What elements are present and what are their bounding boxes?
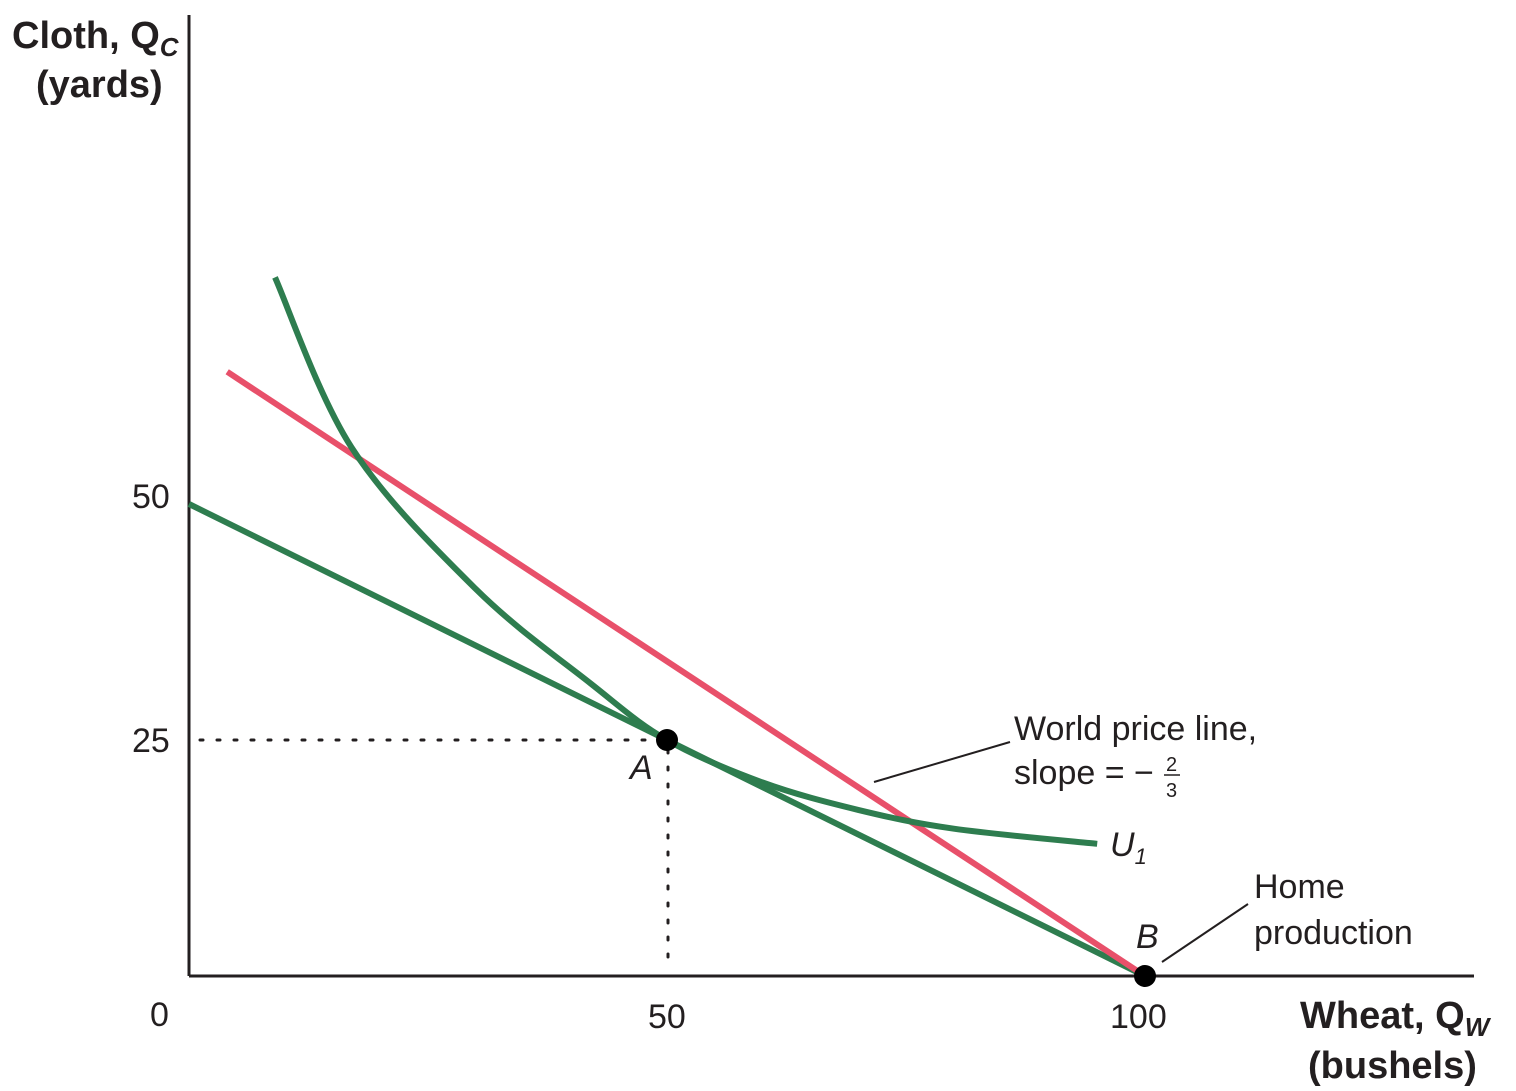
u1-label-main: U	[1110, 826, 1135, 864]
indifference-u1-curve	[272, 276, 1098, 847]
world-price-line-line	[225, 369, 1147, 979]
y-axis-units: (yards)	[36, 64, 163, 106]
x-axis-title-sub: W	[1465, 1012, 1492, 1042]
world-price-annotation-line2: slope = −	[1014, 754, 1154, 792]
home-production-line1: Home	[1254, 868, 1345, 906]
y-tick-25: 25	[132, 722, 170, 760]
x-tick-100: 100	[1110, 998, 1167, 1036]
home-production-line2: production	[1254, 914, 1413, 952]
x-axis-units: (bushels)	[1308, 1045, 1477, 1087]
point-b-marker	[1134, 965, 1156, 987]
world-price-annotation-line1: World price line,	[1014, 710, 1257, 748]
slope-fraction-den: 3	[1166, 780, 1177, 802]
home-production-leader	[1161, 903, 1249, 963]
slope-fraction-num: 2	[1166, 754, 1177, 776]
u1-label-sub: 1	[1135, 844, 1147, 869]
world-price-leader	[873, 741, 1011, 783]
y-axis-title: Cloth, QC	[12, 15, 180, 62]
x-tick-0: 0	[150, 996, 169, 1034]
y-axis-title-main: Cloth, Q	[12, 15, 160, 57]
x-tick-50: 50	[648, 998, 686, 1036]
point-a-label: A	[628, 749, 653, 787]
u1-label: U1	[1110, 826, 1147, 869]
point-b-label: B	[1136, 918, 1159, 956]
x-axis-title: Wheat, QW	[1300, 995, 1492, 1042]
point-a-marker	[656, 729, 678, 751]
y-tick-50: 50	[132, 478, 170, 516]
y-axis-title-sub: C	[160, 32, 180, 62]
x-axis-title-main: Wheat, Q	[1300, 995, 1465, 1037]
